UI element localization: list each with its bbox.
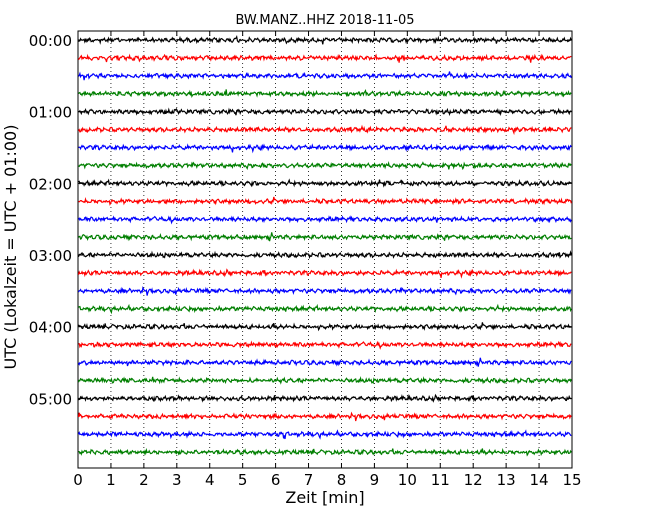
trace-row <box>78 143 572 154</box>
trace-row <box>77 429 572 440</box>
trace-row <box>78 34 572 45</box>
x-axis-label: Zeit [min] <box>285 488 364 507</box>
trace-row <box>78 124 572 136</box>
x-tick-label: 4 <box>205 471 215 489</box>
trace-row <box>77 411 572 422</box>
x-tick-label: 12 <box>464 471 483 489</box>
trace-row <box>78 196 572 206</box>
trace-row <box>77 250 572 259</box>
x-tick-label: 0 <box>73 471 83 489</box>
trace-row <box>78 393 572 403</box>
x-axis-ticks: 0 1 2 3 4 5 6 7 8 9 10 11 12 13 14 15 <box>73 31 582 489</box>
trace-row <box>77 53 572 63</box>
grid-lines <box>110 31 540 468</box>
trace-row <box>78 340 572 350</box>
x-tick-label: 3 <box>172 471 182 489</box>
y-tick-label: 02:00 <box>29 175 72 193</box>
trace-row <box>77 268 572 279</box>
y-tick-label: 00:00 <box>29 32 72 50</box>
x-tick-label: 13 <box>497 471 516 489</box>
y-axis-ticks: 00:00 01:00 02:00 03:00 04:00 05:00 <box>29 32 572 408</box>
x-tick-label: 9 <box>370 471 380 489</box>
trace-row <box>77 375 572 385</box>
y-axis-label: UTC (Lokalzeit = UTC + 01:00) <box>1 125 20 370</box>
y-tick-label: 05:00 <box>29 390 72 408</box>
x-tick-label: 8 <box>337 471 347 489</box>
trace-row <box>77 286 572 296</box>
trace-row <box>78 232 572 242</box>
trace-row <box>78 447 572 457</box>
x-tick-label: 2 <box>139 471 149 489</box>
trace-row <box>78 71 572 81</box>
plot-area: 0 1 2 3 4 5 6 7 8 9 10 11 12 13 14 15 00:0001:0002:0003… <box>29 30 582 489</box>
seismic-traces <box>77 34 572 457</box>
trace-row <box>77 357 572 367</box>
trace-row <box>78 107 572 117</box>
x-tick-label: 5 <box>238 471 248 489</box>
x-tick-label: 15 <box>562 471 581 489</box>
trace-row <box>78 178 572 188</box>
trace-row <box>77 322 572 332</box>
x-tick-label: 11 <box>431 471 450 489</box>
x-tick-label: 10 <box>398 471 417 489</box>
trace-row <box>78 215 572 225</box>
trace-row <box>78 160 572 171</box>
chart-title: BW.MANZ..HHZ 2018-11-05 <box>235 13 414 28</box>
x-tick-label: 1 <box>106 471 116 489</box>
x-tick-label: 14 <box>530 471 549 489</box>
trace-row <box>78 303 572 315</box>
trace-row <box>78 88 572 99</box>
y-tick-label: 03:00 <box>29 247 72 265</box>
plot-frame <box>77 30 573 469</box>
y-tick-label: 01:00 <box>29 104 72 122</box>
x-tick-label: 7 <box>304 471 314 489</box>
y-tick-label: 04:00 <box>29 319 72 337</box>
x-tick-label: 6 <box>271 471 281 489</box>
